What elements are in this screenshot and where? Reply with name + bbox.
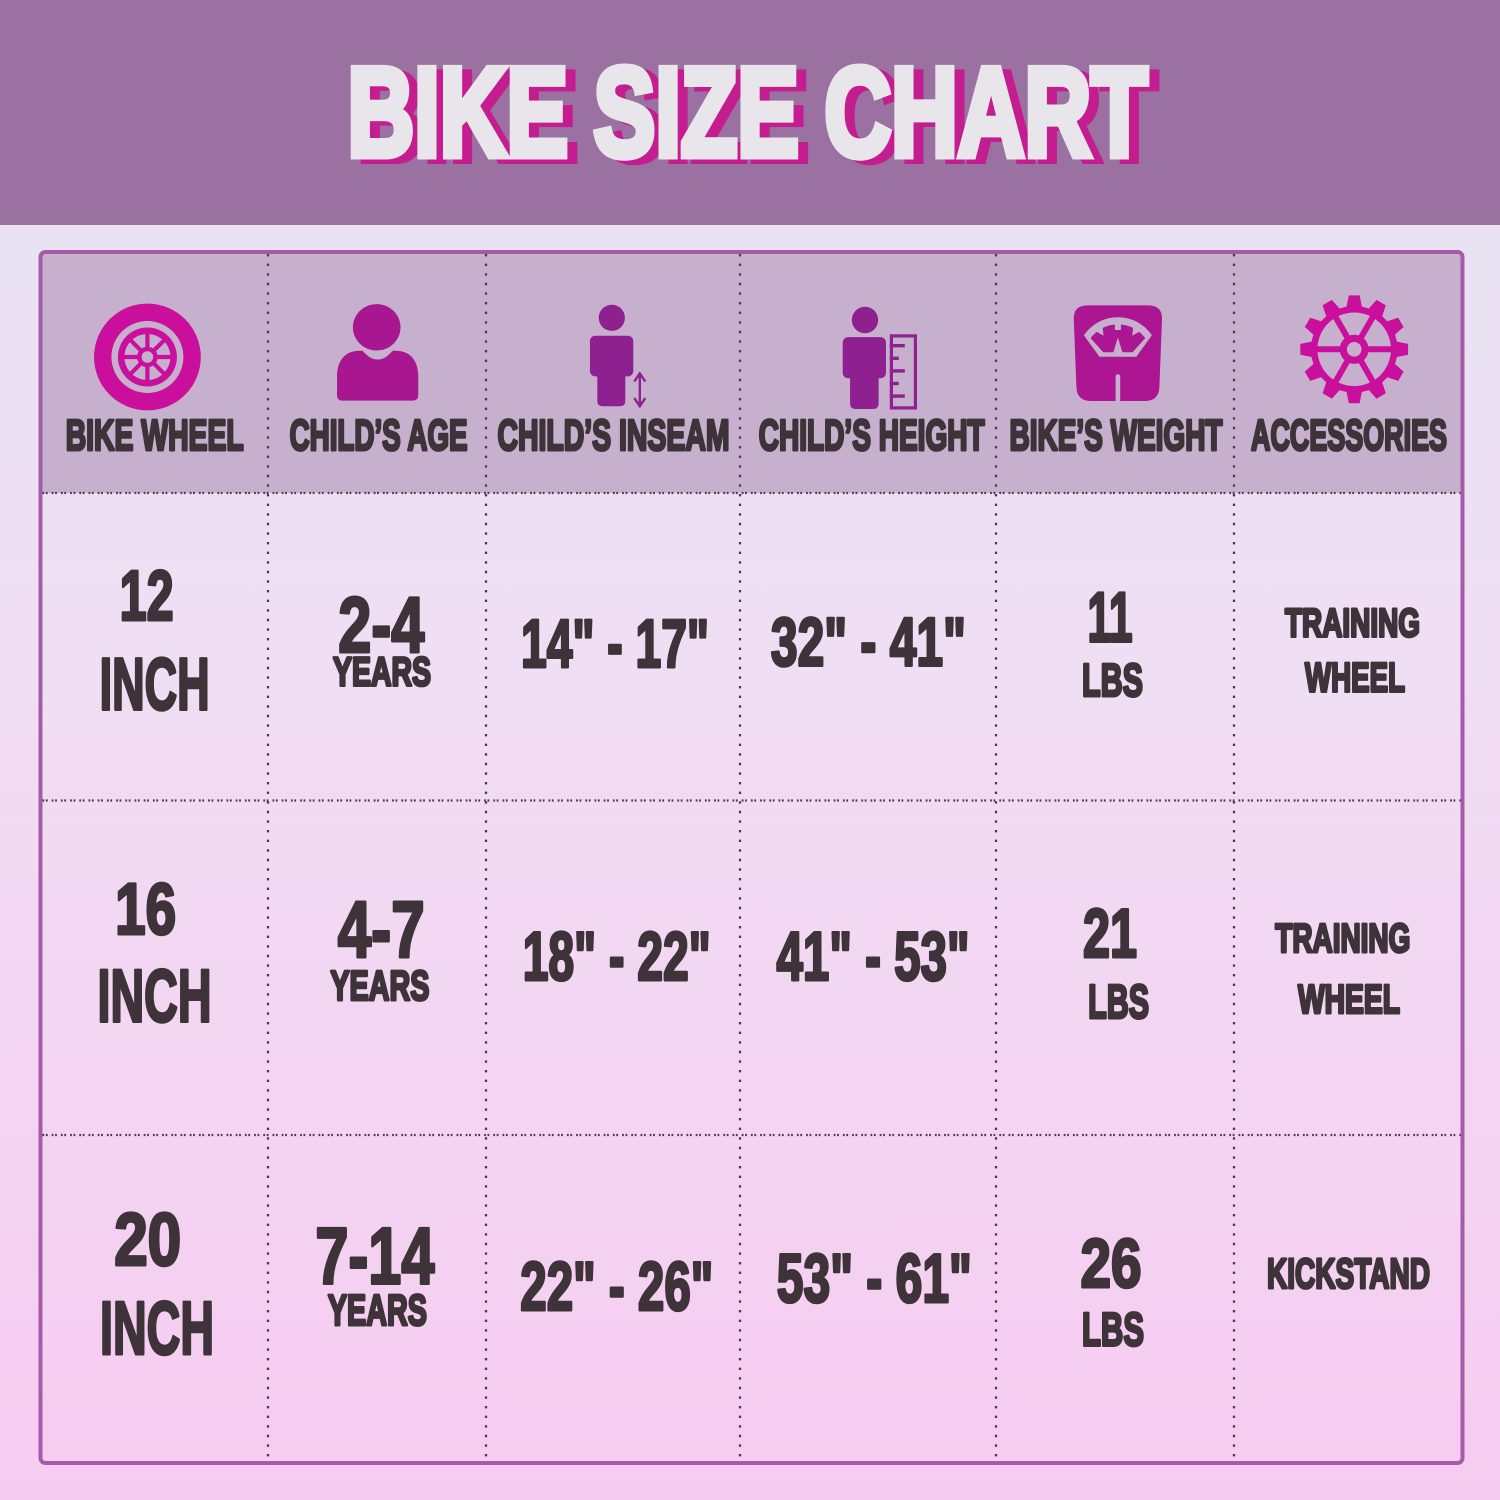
svg-text:CHILD’S INSEAM: CHILD’S INSEAM xyxy=(498,412,730,460)
svg-text:4-7: 4-7 xyxy=(338,885,425,974)
svg-text:INCH: INCH xyxy=(98,954,212,1038)
svg-text:INCH: INCH xyxy=(100,642,210,725)
svg-text:BIKE SIZE CHART: BIKE SIZE CHART xyxy=(348,42,1148,183)
svg-text:20: 20 xyxy=(114,1197,181,1281)
svg-text:INCH: INCH xyxy=(100,1286,214,1370)
svg-text:14" - 17": 14" - 17" xyxy=(521,606,709,682)
svg-text:YEARS: YEARS xyxy=(333,648,431,694)
svg-text:26: 26 xyxy=(1081,1224,1142,1302)
svg-text:2-4: 2-4 xyxy=(338,581,424,669)
svg-text:BIKE’S WEIGHT: BIKE’S WEIGHT xyxy=(1010,412,1223,460)
svg-text:7-14: 7-14 xyxy=(315,1211,434,1301)
svg-text:CHILD’S HEIGHT: CHILD’S HEIGHT xyxy=(759,412,985,460)
svg-text:BIKE WHEEL: BIKE WHEEL xyxy=(66,412,244,460)
svg-text:LBS: LBS xyxy=(1088,976,1149,1029)
svg-text:22" - 26": 22" - 26" xyxy=(520,1247,713,1325)
svg-text:TRAINING: TRAINING xyxy=(1285,602,1420,646)
svg-text:32" - 41": 32" - 41" xyxy=(771,603,966,680)
svg-text:12: 12 xyxy=(120,557,174,636)
svg-text:53" - 61": 53" - 61" xyxy=(777,1239,972,1317)
svg-text:WHEEL: WHEEL xyxy=(1298,976,1400,1022)
svg-text:CHILD’S AGE: CHILD’S AGE xyxy=(290,412,468,460)
svg-text:YEARS: YEARS xyxy=(328,1287,427,1335)
svg-text:TRAINING: TRAINING xyxy=(1275,915,1410,961)
svg-text:WHEEL: WHEEL xyxy=(1305,655,1405,701)
svg-text:KICKSTAND: KICKSTAND xyxy=(1267,1250,1430,1297)
svg-text:LBS: LBS xyxy=(1082,1302,1144,1355)
svg-text:ACCESSORIES: ACCESSORIES xyxy=(1251,412,1447,460)
svg-text:YEARS: YEARS xyxy=(330,962,429,1009)
svg-text:LBS: LBS xyxy=(1082,654,1143,706)
svg-text:18" - 22": 18" - 22" xyxy=(523,918,711,995)
svg-text:16: 16 xyxy=(115,869,176,950)
svg-text:11: 11 xyxy=(1088,578,1133,657)
svg-text:41" - 53": 41" - 53" xyxy=(777,918,970,995)
svg-text:21: 21 xyxy=(1083,894,1137,972)
svg-text:BIKE SIZE CHART: BIKE SIZE CHART xyxy=(358,46,1158,187)
